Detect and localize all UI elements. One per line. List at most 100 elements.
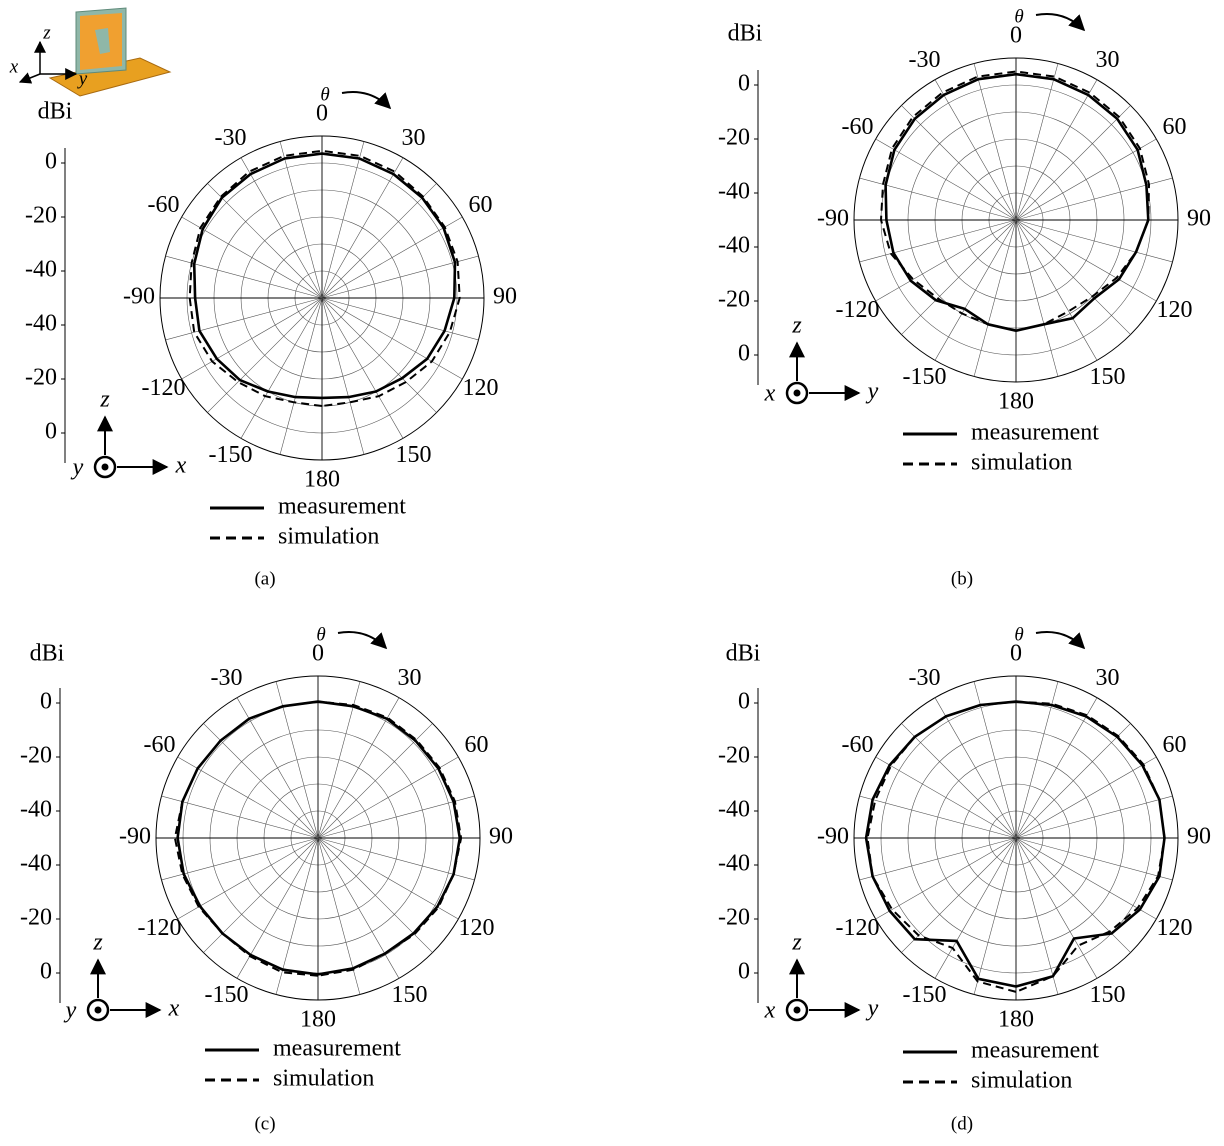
glyph-dot (794, 1007, 801, 1014)
theta-arrow (1036, 14, 1084, 30)
y-axis-label: dBi (30, 641, 65, 667)
theta-tick-label: 150 (1090, 364, 1126, 390)
theta-tick-label: -30 (211, 665, 243, 691)
antenna-inset (50, 8, 170, 96)
theta-tick-label: 60 (468, 192, 492, 218)
theta-tick-label: -90 (817, 824, 849, 850)
caption: (c) (254, 1113, 275, 1134)
spoke (1016, 838, 1156, 919)
spoke (935, 220, 1016, 360)
spoke (860, 220, 1016, 262)
scale-tick-label: -20 (20, 905, 52, 931)
spoke (318, 838, 433, 953)
spoke (322, 217, 462, 298)
theta-label: θ (320, 84, 329, 105)
spoke (935, 698, 1016, 838)
scale-tick-label: -40 (718, 233, 750, 259)
theta-label: θ (1014, 624, 1023, 645)
spoke (162, 838, 318, 880)
theta-arrow (338, 632, 386, 648)
legend-label: measurement (278, 494, 406, 520)
legend-label: simulation (278, 524, 379, 550)
theta-tick-label: -90 (817, 206, 849, 232)
spoke (1016, 723, 1131, 838)
theta-tick-label: 150 (1090, 982, 1126, 1008)
legend-label: simulation (971, 1068, 1072, 1094)
spoke (860, 838, 1016, 880)
theta-tick-label: 30 (1096, 47, 1120, 73)
spoke (1016, 105, 1131, 220)
y-axis-label: dBi (38, 99, 73, 125)
spoke (876, 139, 1016, 220)
glyph-label: y (866, 379, 879, 405)
glyph-dot (95, 1007, 102, 1014)
scale-tick-label: -40 (718, 851, 750, 877)
figure: 0 30 60 90 120 150 180 -150 -120 -90 -60 -30 θ measur… (0, 0, 1224, 1146)
glyph-label: y (866, 996, 879, 1022)
theta-tick-label: 30 (1096, 665, 1120, 691)
theta-tick-label: -30 (215, 125, 247, 151)
theta-tick-label: -30 (909, 665, 941, 691)
spoke (318, 838, 399, 978)
theta-tick-label: 30 (402, 125, 426, 151)
series-line (866, 702, 1164, 987)
spoke (876, 757, 1016, 838)
legend-label: measurement (971, 1038, 1099, 1064)
theta-tick-label: 60 (1162, 114, 1186, 140)
theta-tick-label: 30 (398, 665, 422, 691)
inset-label: x (9, 56, 19, 77)
polar-chart: 0306090120150180-150-120-90-60-30θmeasur… (718, 6, 1211, 589)
theta-tick-label: 120 (458, 915, 494, 941)
glyph-label: z (92, 930, 103, 956)
theta-tick-label: 90 (493, 284, 517, 310)
glyph-dot (102, 464, 109, 471)
legend-label: measurement (971, 420, 1099, 446)
theta-tick-label: -120 (836, 915, 880, 941)
theta-tick-label: 60 (464, 732, 488, 758)
spoke (322, 298, 403, 438)
scale-tick-label: -20 (718, 287, 750, 313)
theta-tick-label: -150 (903, 364, 947, 390)
spoke (860, 796, 1016, 838)
scale-tick-label: -40 (20, 851, 52, 877)
spoke (1016, 80, 1097, 220)
polar-chart: 0306090120150180-150-120-90-60-30θmeasur… (20, 624, 513, 1134)
spoke (1016, 838, 1131, 953)
scale-tick-label: -20 (20, 743, 52, 769)
scale-tick-label: 0 (45, 419, 57, 445)
caption: (a) (254, 568, 275, 589)
scale-tick-label: -40 (718, 179, 750, 205)
spoke (1016, 698, 1097, 838)
spoke (241, 158, 322, 298)
theta-tick-label: 120 (1156, 915, 1192, 941)
theta-tick-label: -120 (142, 375, 186, 401)
theta-tick-label: 180 (300, 1007, 336, 1033)
theta-tick-label: 180 (998, 389, 1034, 415)
glyph-label: y (71, 455, 84, 481)
scale-tick-label: -20 (25, 203, 57, 229)
glyph-label: z (99, 387, 110, 413)
inset-label: y (77, 68, 88, 89)
y-axis-label: dBi (728, 21, 763, 47)
spoke (1016, 139, 1156, 220)
theta-tick-label: -150 (209, 442, 253, 468)
theta-tick-label: -150 (205, 982, 249, 1008)
scale-tick-label: 0 (738, 71, 750, 97)
theta-tick-label: 90 (1187, 206, 1211, 232)
theta-tick-label: 120 (1156, 297, 1192, 323)
spoke (1016, 220, 1172, 262)
glyph-dot (794, 390, 801, 397)
theta-tick-label: -60 (842, 732, 874, 758)
spoke (162, 796, 318, 838)
glyph-label: x (168, 996, 180, 1022)
spoke (974, 64, 1016, 220)
inset-label: z (42, 22, 51, 43)
scale-tick-label: -20 (718, 905, 750, 931)
y-axis-label: dBi (726, 641, 761, 667)
scale-tick-label: 0 (738, 341, 750, 367)
theta-tick-label: 120 (462, 375, 498, 401)
theta-arrow (1036, 632, 1084, 648)
spoke (207, 183, 322, 298)
spoke (166, 298, 322, 340)
theta-tick-label: -90 (123, 284, 155, 310)
